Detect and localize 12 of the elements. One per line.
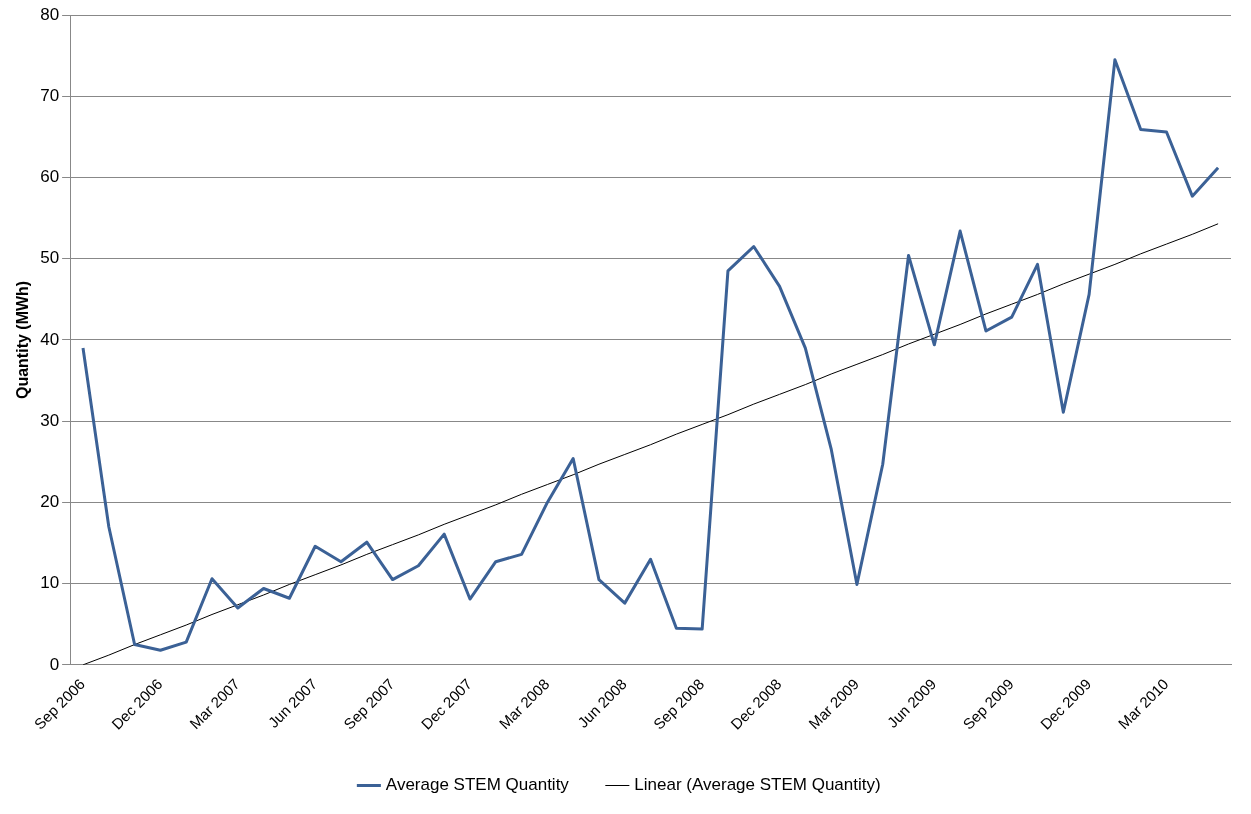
y-tick-label: 70 <box>40 85 60 105</box>
y-tick-label: 30 <box>40 410 60 430</box>
y-tick-label: 80 <box>40 4 60 24</box>
legend-label: Average STEM Quantity <box>385 775 570 795</box>
y-tick-label: 50 <box>40 248 60 268</box>
y-tick-label: 10 <box>40 573 60 593</box>
y-tick-label: 0 <box>49 654 60 674</box>
y-tick-label: 20 <box>40 492 60 512</box>
legend-label: Linear (Average STEM Quantity) <box>634 775 881 795</box>
y-tick-label: 40 <box>40 329 60 349</box>
y-axis-title: Quantity (MWh) <box>14 280 32 400</box>
y-tick-label: 60 <box>40 167 60 187</box>
